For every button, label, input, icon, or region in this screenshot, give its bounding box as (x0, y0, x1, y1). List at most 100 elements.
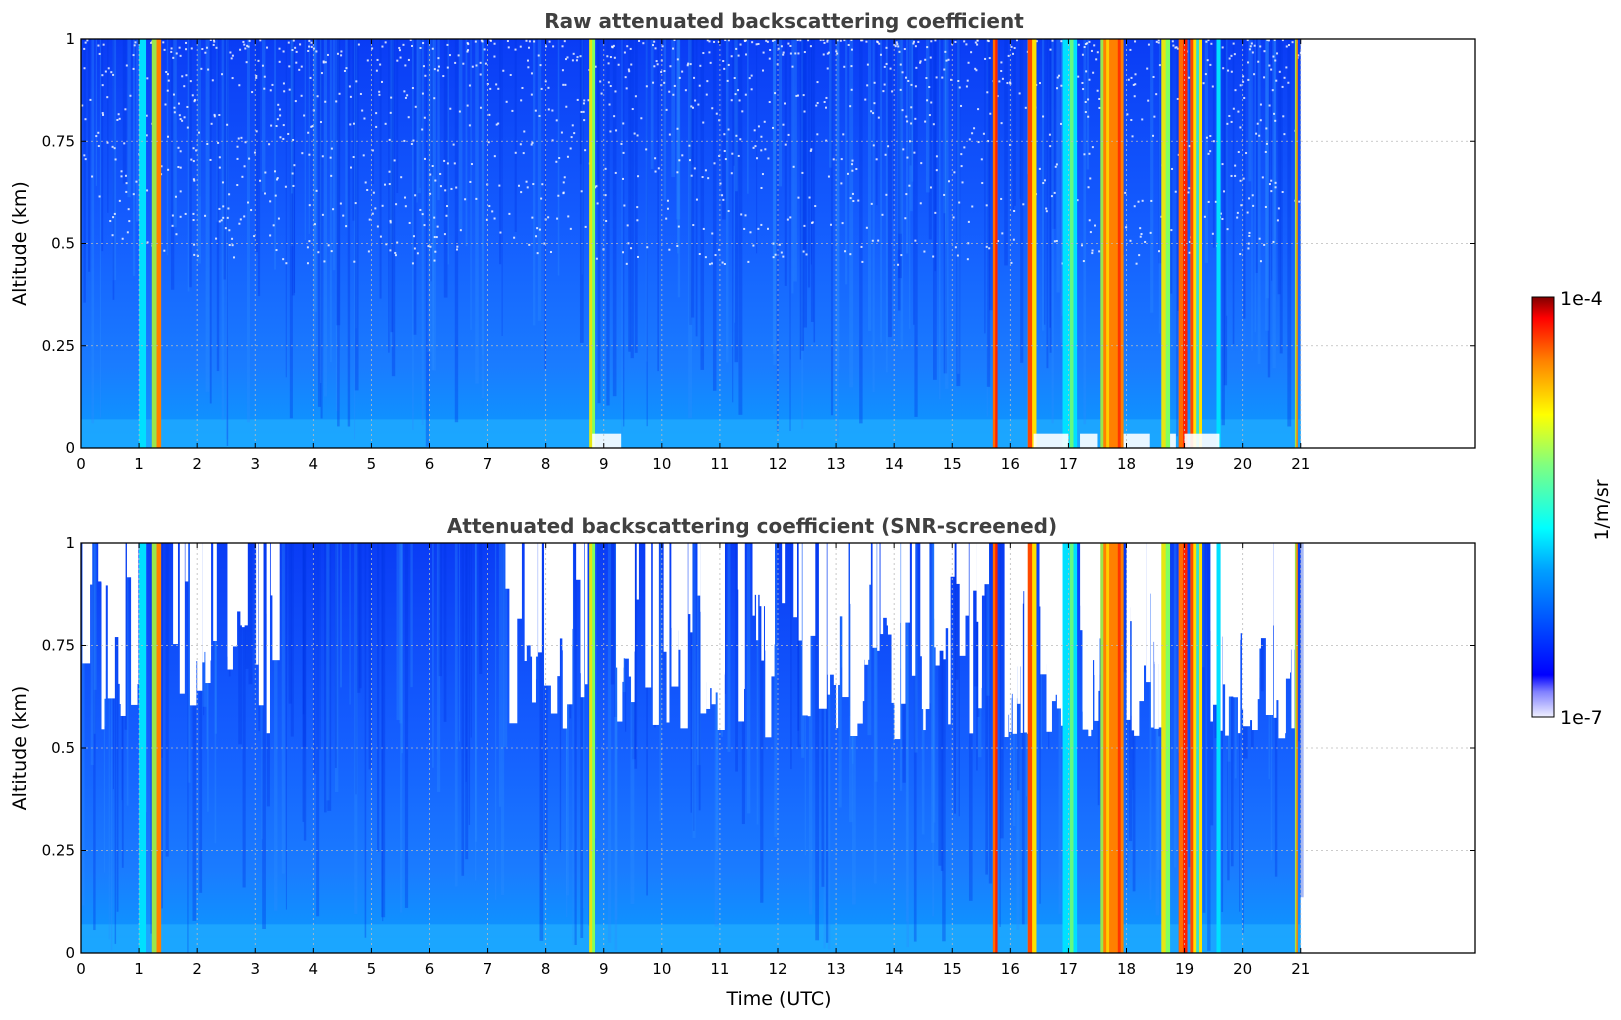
speckle (872, 112, 875, 115)
speckle (744, 214, 747, 217)
speckle (897, 45, 900, 48)
speckle (458, 110, 461, 113)
speckle (1061, 262, 1064, 265)
speckle (520, 191, 523, 194)
screened-cell (636, 543, 639, 600)
speckle (95, 135, 98, 138)
speckle (976, 43, 979, 46)
noise-stripe (173, 39, 177, 228)
noise-stripe (501, 543, 505, 896)
speckle (349, 95, 352, 98)
speckle (1248, 234, 1251, 237)
speckle (1087, 98, 1090, 101)
speckle (1147, 43, 1150, 46)
speckle (1095, 58, 1098, 61)
speckle (743, 227, 746, 230)
noise-stripe (465, 543, 469, 860)
noise-stripe (1041, 39, 1045, 331)
noise-stripe (1149, 543, 1152, 900)
signal-band (1178, 543, 1188, 953)
noise-stripe (1201, 543, 1205, 668)
speckle (1221, 218, 1224, 221)
speckle (1141, 199, 1144, 202)
speckle (767, 227, 770, 230)
speckle (307, 49, 310, 52)
speckle (1207, 39, 1210, 42)
speckle (422, 42, 425, 45)
speckle (421, 92, 424, 95)
speckle (1274, 181, 1277, 184)
speckle (288, 65, 291, 68)
x-tick-label: 4 (309, 960, 319, 978)
speckle (1253, 73, 1256, 76)
speckle (222, 216, 225, 219)
speckle (777, 47, 780, 50)
speckle (335, 100, 338, 103)
speckle (910, 83, 913, 86)
speckle (960, 153, 963, 156)
speckle (191, 94, 194, 97)
speckle (943, 193, 946, 196)
noise-stripe (458, 39, 463, 229)
speckle (427, 245, 430, 248)
speckle (814, 205, 817, 208)
speckle (388, 170, 391, 173)
speckle (645, 85, 648, 88)
screened-cell (645, 543, 652, 688)
speckle (1140, 232, 1143, 235)
noise-stripe (940, 543, 944, 871)
speckle (394, 254, 397, 257)
speckle (1176, 97, 1179, 100)
speckle (336, 52, 339, 55)
speckle (913, 151, 916, 154)
speckle (571, 124, 574, 127)
noise-stripe (354, 39, 356, 440)
speckle (681, 154, 684, 157)
speckle (614, 171, 617, 174)
speckle (212, 39, 215, 42)
noise-stripe (712, 39, 717, 391)
speckle (791, 65, 794, 68)
speckle (985, 204, 988, 207)
speckle (851, 163, 854, 166)
noise-stripe (390, 39, 394, 250)
noise-stripe (845, 39, 848, 285)
speckle (1202, 82, 1205, 85)
speckle (403, 90, 406, 93)
speckle (269, 200, 272, 203)
speckle (1049, 48, 1052, 51)
noise-stripe (1230, 543, 1234, 867)
screened-cell (1210, 543, 1213, 722)
speckle (378, 90, 381, 93)
speckle (315, 50, 318, 53)
noise-stripe (986, 543, 990, 696)
speckle (1171, 40, 1174, 43)
speckle (1255, 132, 1258, 135)
speckle (1007, 54, 1010, 57)
speckle (393, 159, 396, 162)
noise-stripe (470, 543, 472, 738)
speckle (629, 47, 632, 50)
noise-stripe (1020, 39, 1024, 363)
screened-cell (236, 543, 244, 612)
screened-cell (524, 543, 527, 662)
noise-stripe (944, 39, 947, 242)
noise-stripe (734, 39, 739, 363)
noise-stripe (114, 543, 117, 944)
noise-stripe (107, 39, 109, 213)
speckle (934, 39, 937, 42)
noise-stripe (290, 543, 294, 737)
speckle (411, 87, 414, 90)
noise-stripe (897, 39, 901, 311)
speckle (414, 105, 417, 108)
speckle (636, 206, 639, 209)
speckle (849, 197, 852, 200)
noise-stripe (888, 39, 892, 338)
screened-cell (101, 543, 105, 583)
noise-stripe (192, 543, 197, 921)
speckle (901, 71, 904, 74)
speckle (312, 109, 315, 112)
speckle (406, 94, 409, 97)
noise-stripe (93, 543, 97, 690)
speckle (686, 64, 689, 67)
